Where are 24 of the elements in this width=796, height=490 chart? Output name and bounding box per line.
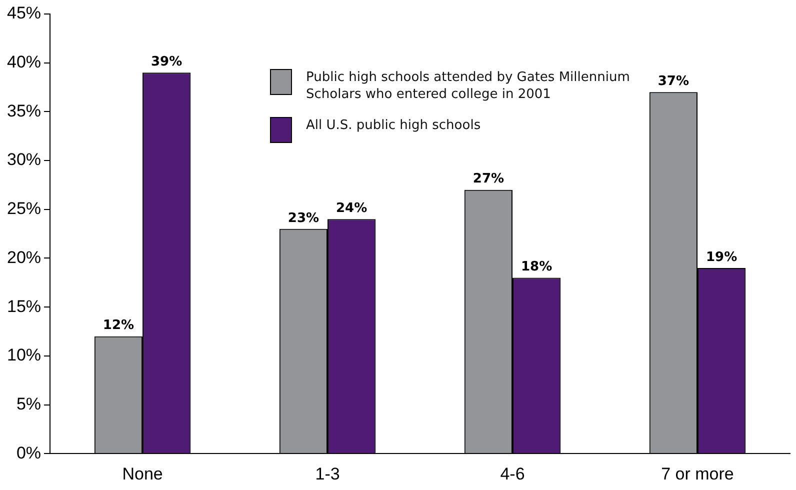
y-tick-label: 0% bbox=[16, 443, 42, 462]
x-tick-label: None bbox=[122, 464, 163, 484]
data-label: 18% bbox=[520, 260, 552, 275]
data-label: 24% bbox=[336, 201, 368, 216]
legend-label: Public high schools attended by Gates Millennium Scholars who entered college in 2001 bbox=[306, 70, 630, 102]
data-label: 19% bbox=[706, 250, 738, 265]
data-label: 27% bbox=[472, 172, 504, 187]
x-tick-label: 1-3 bbox=[315, 464, 340, 484]
data-label: 37% bbox=[658, 74, 690, 90]
y-tick-label: 20% bbox=[6, 248, 42, 267]
data-label: 12% bbox=[102, 318, 134, 334]
data-label: 39% bbox=[151, 54, 182, 70]
y-tick-label: 5% bbox=[16, 394, 42, 414]
x-tick-label: 7 or more bbox=[661, 464, 734, 484]
data-label: 23% bbox=[288, 210, 320, 226]
y-tick-label: 40% bbox=[6, 52, 42, 72]
y-tick-label: 35% bbox=[6, 101, 42, 120]
y-tick-label: 30% bbox=[6, 150, 42, 170]
y-tick-label: 45% bbox=[6, 4, 42, 23]
y-tick-label: 10% bbox=[6, 346, 42, 365]
legend-label: All U.S. public high schools bbox=[306, 117, 482, 134]
y-tick-label: 15% bbox=[6, 296, 42, 316]
x-tick-label: 4-6 bbox=[500, 464, 525, 484]
y-tick-label: 25% bbox=[6, 199, 42, 218]
